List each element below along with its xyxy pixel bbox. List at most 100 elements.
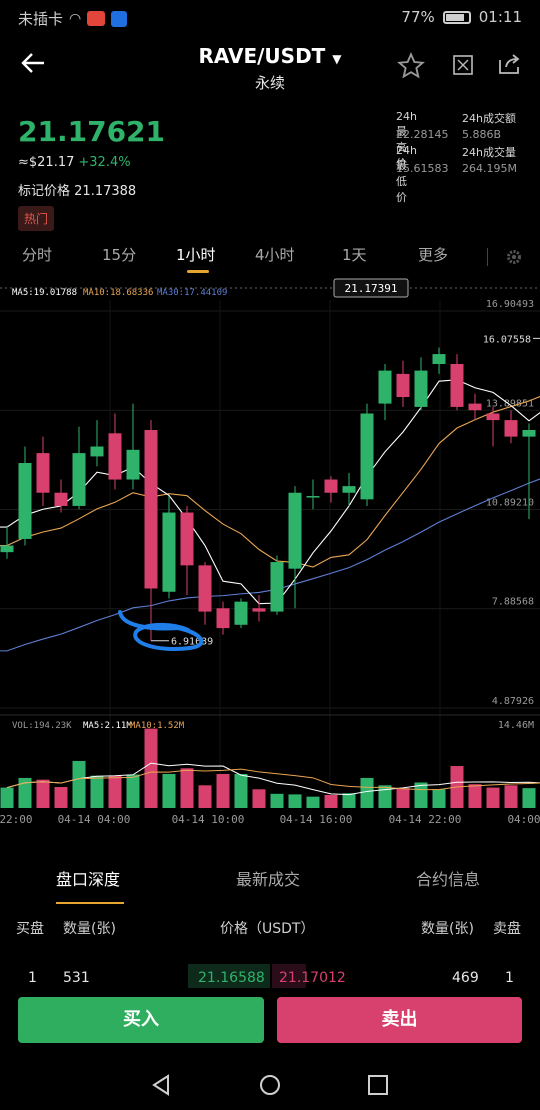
nav-recents-icon[interactable] bbox=[367, 1074, 389, 1096]
candle-body bbox=[36, 453, 50, 493]
candle-body bbox=[522, 430, 536, 437]
ask-index: 1 bbox=[505, 970, 514, 986]
nav-home-icon[interactable] bbox=[259, 1074, 281, 1096]
ma5-line bbox=[0, 364, 540, 605]
volume-bar bbox=[36, 779, 50, 808]
volume-bar bbox=[216, 773, 230, 808]
clock: 01:11 bbox=[478, 8, 522, 26]
candle-body bbox=[414, 370, 428, 407]
fullscreen-icon[interactable] bbox=[452, 54, 474, 76]
volume-bar bbox=[270, 793, 284, 808]
candle-body bbox=[18, 463, 32, 539]
candle-body bbox=[198, 565, 212, 612]
candle-body bbox=[306, 496, 320, 498]
user-drawing-annotation bbox=[118, 610, 204, 651]
pair-title[interactable]: RAVE/USDT ▼ bbox=[0, 44, 540, 68]
volume-bar bbox=[504, 785, 518, 808]
battery-percent: 77% bbox=[401, 8, 435, 26]
battery-icon bbox=[442, 10, 471, 24]
candle-body bbox=[486, 413, 500, 421]
stat-turnover-value: 5.886B bbox=[462, 128, 502, 141]
candle-body bbox=[504, 420, 518, 437]
contract-type: 永续 bbox=[254, 74, 285, 92]
bid-price: 21.16588 bbox=[198, 970, 265, 986]
share-icon[interactable] bbox=[497, 52, 523, 76]
system-nav-bar bbox=[0, 1060, 540, 1110]
stat-turnover-label: 24h成交额 bbox=[462, 112, 516, 125]
pair-name: RAVE/USDT bbox=[198, 44, 326, 68]
ask-price: 21.17012 bbox=[279, 970, 346, 986]
bid-header: 买盘 bbox=[16, 921, 44, 937]
tab-1h[interactable]: 1小时 bbox=[176, 246, 216, 264]
volume-bar bbox=[306, 796, 320, 808]
candle-body bbox=[162, 512, 176, 592]
settings-gear-icon[interactable] bbox=[505, 248, 523, 266]
status-bar: 未插卡 ◠ 77% 01:11 bbox=[0, 0, 540, 34]
candle-body bbox=[72, 453, 86, 506]
sell-button[interactable]: 卖出 bbox=[277, 997, 522, 1043]
ask-qty-header: 数量(张) bbox=[421, 921, 474, 937]
volume-bar bbox=[378, 785, 392, 808]
star-icon[interactable] bbox=[397, 52, 425, 80]
bid-index: 1 bbox=[28, 970, 37, 986]
tab-depth[interactable]: 盘口深度 bbox=[56, 870, 121, 889]
dropdown-caret-icon: ▼ bbox=[332, 52, 342, 66]
interval-tabs: 分时 15分 1小时 4小时 1天 更多 bbox=[0, 244, 540, 274]
ask-depth-bar bbox=[272, 964, 306, 988]
candle-body bbox=[0, 545, 14, 553]
candle-body bbox=[252, 608, 266, 612]
tab-contract-info[interactable]: 合约信息 bbox=[416, 870, 481, 889]
volume-bar bbox=[324, 794, 338, 808]
volume-bar bbox=[126, 774, 140, 808]
candle-body bbox=[90, 446, 104, 457]
approx-usd-line: ≈$21.17 +32.4% bbox=[18, 155, 131, 170]
candle-body bbox=[54, 492, 68, 506]
carrier-text: 未插卡 bbox=[18, 10, 64, 28]
nav-back-icon[interactable] bbox=[150, 1074, 172, 1096]
bid-depth-bar bbox=[188, 964, 270, 988]
volume-bar bbox=[54, 787, 68, 808]
volume-bar bbox=[144, 728, 158, 808]
candle-body bbox=[288, 492, 302, 569]
ask-qty: 469 bbox=[452, 970, 479, 986]
vol-ma5-line bbox=[6, 762, 540, 796]
tab-1d[interactable]: 1天 bbox=[342, 246, 367, 264]
candle-body bbox=[468, 403, 482, 411]
candle-body bbox=[108, 433, 122, 480]
volume-bar bbox=[162, 773, 176, 808]
volume-bar bbox=[0, 787, 14, 808]
price-header: 价格（USDT） bbox=[220, 921, 315, 937]
price-tick-label: 13.89851 bbox=[486, 398, 534, 409]
vol-legend: VOL:194.23K bbox=[12, 721, 72, 731]
time-tick-label: 04:00 bbox=[507, 813, 540, 826]
stat-high-value: 22.28145 bbox=[396, 128, 449, 141]
time-tick-label: 04-14 22:00 bbox=[389, 813, 462, 826]
volume-bar bbox=[522, 788, 536, 808]
tab-timeshare[interactable]: 分时 bbox=[22, 246, 53, 264]
buy-button[interactable]: 买入 bbox=[18, 997, 264, 1043]
candle-body bbox=[432, 354, 446, 364]
volume-bar bbox=[360, 777, 374, 808]
volume-bar bbox=[396, 788, 410, 808]
tab-more[interactable]: 更多 bbox=[418, 246, 449, 264]
nav-bar: RAVE/USDT ▼ 永续 bbox=[0, 36, 540, 96]
stat-volume-label: 24h成交量 bbox=[462, 146, 516, 159]
candle-body bbox=[360, 413, 374, 500]
volume-bar bbox=[180, 768, 194, 808]
candle-body bbox=[144, 430, 158, 589]
kline-chart[interactable]: 16.90493 13.89851 10.89210 7.88568 4.87926 21… bbox=[0, 278, 540, 828]
tab-4h[interactable]: 4小时 bbox=[255, 246, 295, 264]
mark-price: 21.17388 bbox=[74, 184, 137, 199]
time-tick-label: 04-14 04:00 bbox=[58, 813, 131, 826]
ma30-legend: MA30:17.44109 bbox=[157, 288, 227, 298]
price-tick-label: 4.87926 bbox=[492, 696, 534, 707]
back-arrow-icon[interactable] bbox=[20, 50, 46, 76]
tab-15m[interactable]: 15分 bbox=[102, 246, 137, 264]
tab-latest-trades[interactable]: 最新成交 bbox=[236, 870, 301, 889]
candle-body bbox=[396, 373, 410, 397]
volume-bar bbox=[414, 782, 428, 808]
candle-body bbox=[216, 608, 230, 629]
change-percent: +32.4% bbox=[78, 155, 131, 170]
volume-bar bbox=[486, 787, 500, 808]
active-tab-indicator bbox=[187, 270, 209, 273]
